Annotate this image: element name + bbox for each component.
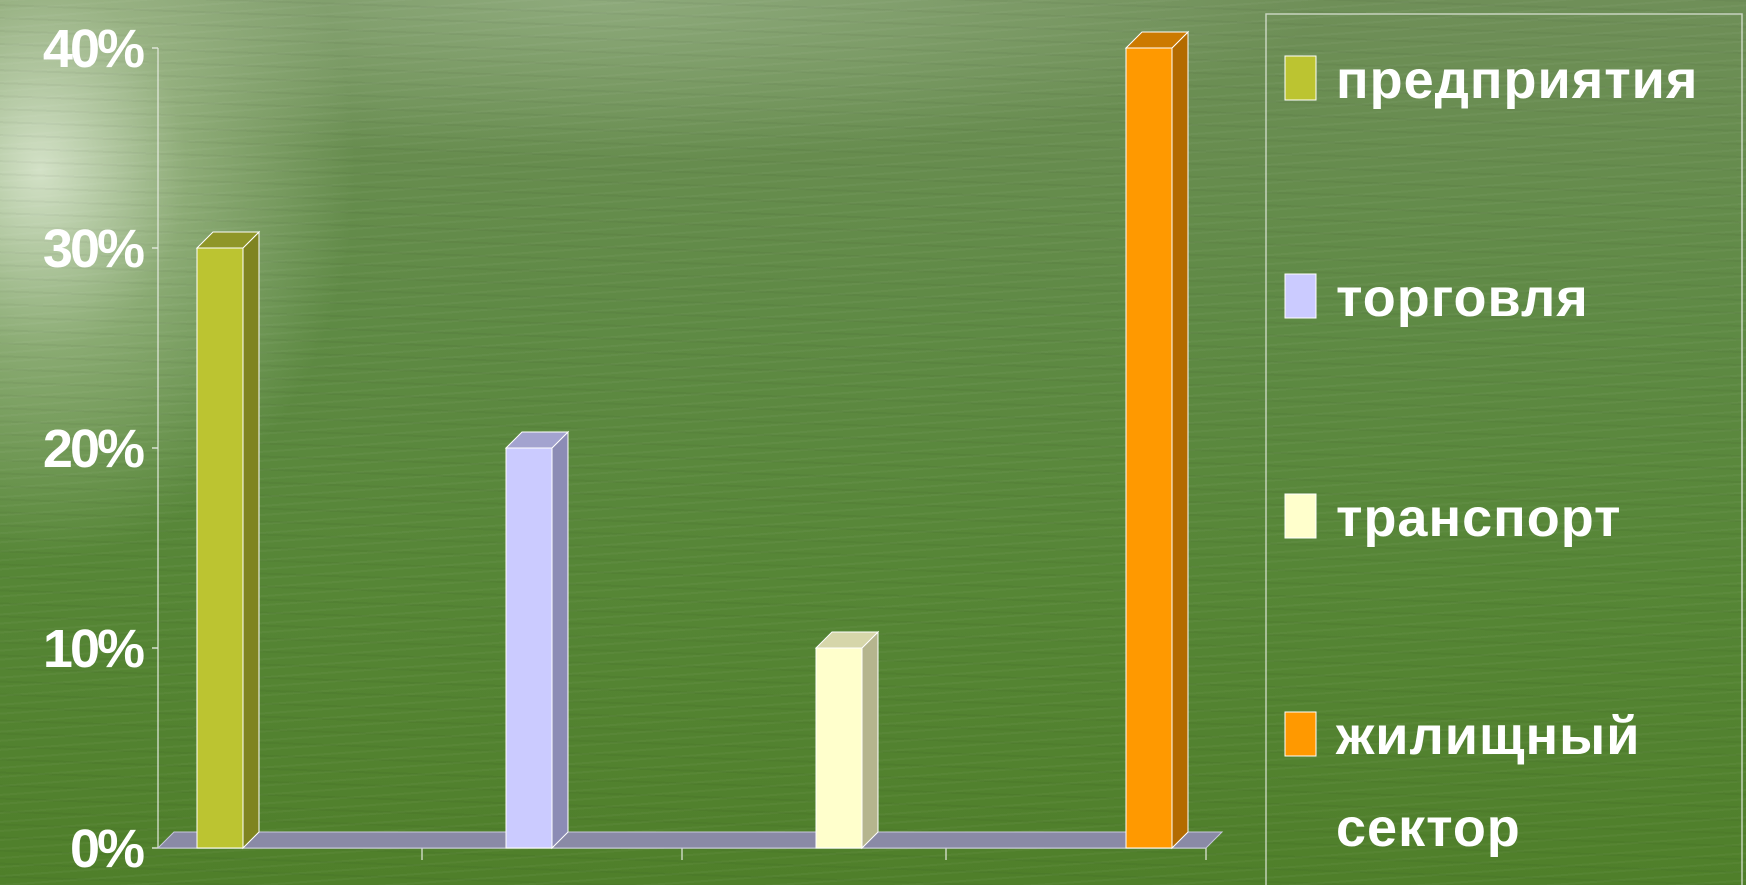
legend-box	[1265, 13, 1743, 885]
y-tick-label: 20%	[43, 419, 144, 479]
y-tick-label: 40%	[43, 19, 144, 79]
bar-2	[504, 430, 570, 850]
legend-label: транспорт	[1336, 488, 1621, 548]
legend-swatch	[1284, 711, 1317, 757]
legend-label: торговля	[1336, 268, 1589, 328]
legend-item-3: транспорт	[1284, 488, 1621, 548]
bar-front-face	[1125, 47, 1173, 849]
legend-label: жилищный	[1335, 706, 1640, 766]
legend-swatch	[1284, 273, 1317, 319]
legend-item-4: жилищный сектор	[1284, 706, 1640, 858]
legend-label: сектор	[1336, 798, 1521, 858]
bars-layer	[195, 30, 1190, 850]
bar-front-face	[815, 647, 863, 849]
bar-4	[1124, 30, 1190, 850]
y-tick-label: 30%	[43, 219, 144, 279]
bar-front-face	[196, 247, 244, 849]
bar-side-face	[242, 230, 260, 850]
bar-3	[814, 630, 880, 850]
bar-side-face	[1171, 30, 1189, 850]
floor-plane	[156, 831, 1224, 849]
bar-front-face	[505, 447, 553, 849]
y-tick-label: 0%	[70, 819, 144, 879]
chart-floor	[156, 831, 1224, 849]
y-tick-label: 10%	[43, 619, 144, 679]
legend-swatch	[1284, 493, 1317, 539]
bar-side-face	[551, 430, 569, 850]
axis-layer	[152, 47, 1207, 860]
legend-swatch	[1284, 55, 1317, 101]
legend-item-2: торговля	[1284, 268, 1589, 328]
bar-side-face	[861, 630, 879, 850]
y-tick-labels: 0% 10% 20% 30% 40%	[43, 19, 147, 879]
legend: предприятия торговля транспорт жилищный сект…	[1265, 13, 1743, 885]
legend-item-1: предприятия	[1284, 50, 1698, 110]
legend-label: предприятия	[1336, 50, 1698, 110]
bar-1	[195, 230, 261, 850]
